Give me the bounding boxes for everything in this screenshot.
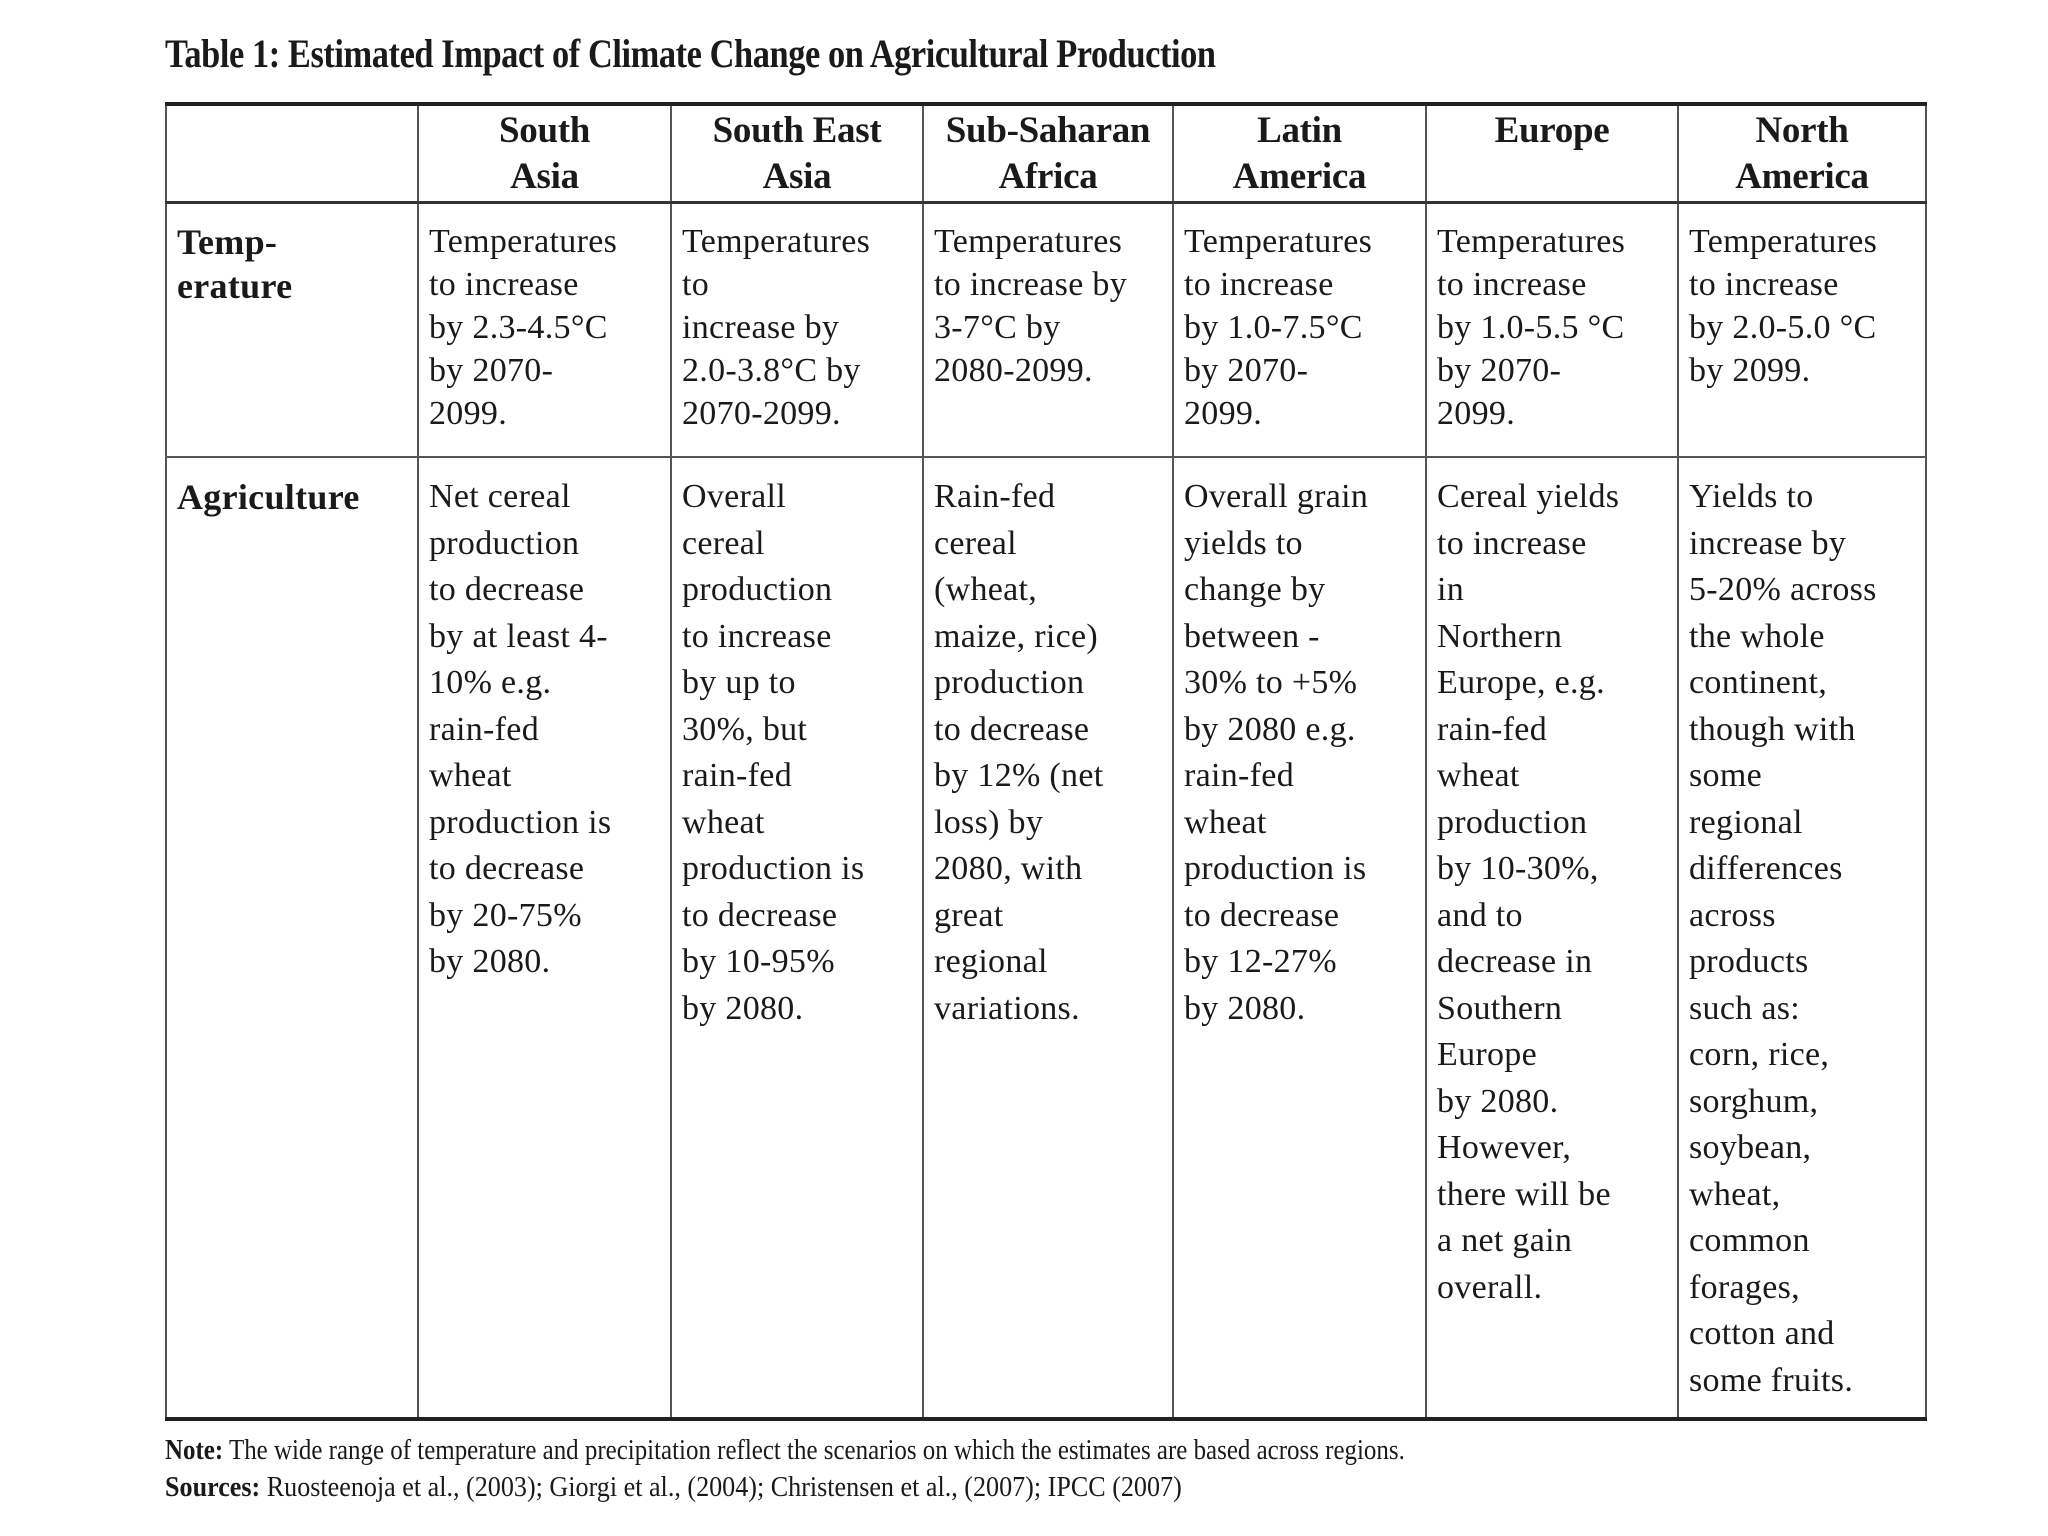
table-cell: Yields to increase by 5-20% across the w… [1677,457,1927,1419]
table-cell: Net cereal production to decrease by at … [417,457,672,1419]
table-title: Table 1: Estimated Impact of Climate Cha… [165,31,1216,76]
header-latin-america: Latin America [1172,104,1427,204]
table-row-temperature: Temp- erature Temperatures to increase b… [165,202,1927,458]
table-cell: Temperatures to increase by 2.0-3.8°C by… [670,202,924,458]
header-south-east-asia: South East Asia [670,104,924,204]
table-note: Note: The wide range of temperature and … [165,1434,1405,1467]
table-cell: Temperatures to increase by 2.0-5.0 °C b… [1677,202,1927,458]
row-label: Agriculture [165,457,419,1419]
table-cell: Overall cereal production to increase by… [670,457,924,1419]
header-north-america: North America [1677,104,1927,204]
row-label: Temp- erature [165,202,419,458]
table-cell: Temperatures to increase by 1.0-7.5°C by… [1172,202,1427,458]
table-cell: Temperatures to increase by 2.3-4.5°C by… [417,202,672,458]
table-cell: Rain-fed cereal (wheat, maize, rice) pro… [922,457,1174,1419]
header-cell-blank [165,104,419,204]
table-row-agriculture: Agriculture Net cereal production to dec… [165,457,1927,1419]
table-cell: Temperatures to increase by 1.0-5.5 °C b… [1425,202,1679,458]
table-cell: Temperatures to increase by 3-7°C by 208… [922,202,1174,458]
table-sources: Sources: Ruosteenoja et al., (2003); Gio… [165,1471,1182,1504]
note-text: The wide range of temperature and precip… [223,1434,1405,1466]
header-europe: Europe [1425,104,1679,204]
table-cell: Cereal yields to increase in Northern Eu… [1425,457,1679,1419]
sources-text: Ruosteenoja et al., (2003); Giorgi et al… [260,1471,1182,1503]
header-row: South Asia South East Asia Sub-Saharan A… [165,104,1927,204]
sources-label: Sources: [165,1471,261,1503]
header-south-asia: South Asia [417,104,672,204]
header-sub-saharan-africa: Sub-Saharan Africa [922,104,1174,204]
table-cell: Overall grain yields to change by betwee… [1172,457,1427,1419]
climate-impact-table: South Asia South East Asia Sub-Saharan A… [165,102,1927,1421]
note-label: Note: [165,1434,224,1466]
